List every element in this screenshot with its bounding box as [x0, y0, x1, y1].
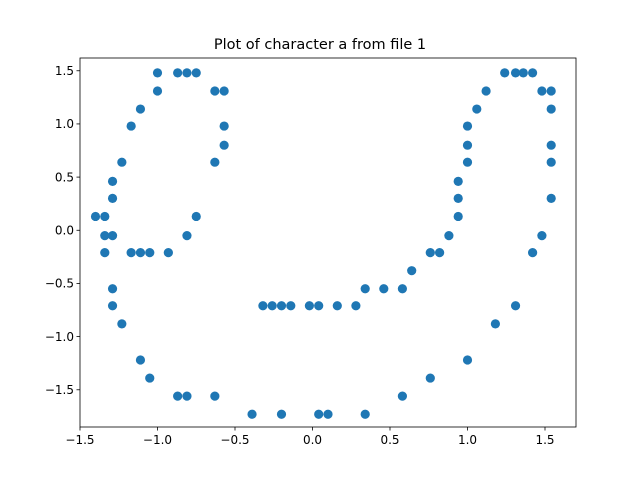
data-point: [107, 176, 118, 186]
data-point: [107, 230, 118, 241]
data-point: [444, 230, 454, 241]
data-point: [152, 86, 163, 96]
data-point: [276, 301, 287, 311]
data-point: [453, 193, 463, 203]
data-point: [323, 409, 333, 419]
y-tick-label: 1.0: [55, 117, 74, 131]
data-point: [500, 68, 510, 78]
data-point: [135, 248, 146, 258]
data-point: [145, 248, 155, 258]
data-point: [163, 248, 173, 258]
data-point: [173, 391, 183, 401]
x-tick-label: −1.0: [143, 433, 172, 447]
data-point: [126, 248, 136, 258]
data-point: [276, 409, 287, 419]
data-point: [546, 140, 556, 150]
data-point: [528, 68, 538, 78]
data-point: [135, 355, 146, 365]
data-point: [537, 230, 547, 241]
data-point: [182, 230, 192, 241]
data-point: [360, 409, 370, 419]
data-point: [314, 301, 324, 311]
x-tick-label: −0.5: [220, 433, 249, 447]
data-point: [397, 284, 407, 294]
data-point: [210, 86, 220, 96]
x-tick-label: 0.5: [380, 433, 399, 447]
data-point: [546, 104, 556, 114]
data-point: [518, 68, 528, 78]
data-point: [332, 301, 342, 311]
y-tick-label: −1.0: [45, 330, 74, 344]
data-point: [100, 230, 110, 241]
x-tick-label: 1.0: [458, 433, 477, 447]
data-point: [90, 211, 101, 222]
data-point: [462, 355, 473, 365]
data-point: [397, 391, 407, 401]
data-point: [472, 104, 482, 114]
data-point: [351, 301, 361, 311]
data-point: [219, 121, 229, 131]
axes-layer: −1.5 −1.0 −0.5 0.0 0.5 1.0 1.5 −1.5 −1.0 −0.5 0.0 0…: [45, 57, 577, 447]
data-point: [152, 68, 163, 78]
points-layer: [90, 68, 556, 419]
x-tick-label: 1.5: [535, 433, 554, 447]
data-point: [191, 211, 201, 222]
data-point: [135, 104, 146, 114]
data-point: [286, 301, 296, 311]
data-point: [117, 319, 127, 329]
data-point: [210, 391, 220, 401]
data-point: [407, 266, 417, 276]
data-point: [379, 284, 389, 294]
data-point: [107, 301, 118, 311]
data-point: [107, 284, 118, 294]
data-point: [453, 211, 463, 222]
data-point: [425, 248, 435, 258]
data-point: [267, 301, 277, 311]
x-tick-label: −1.5: [65, 433, 94, 447]
data-point: [191, 68, 201, 78]
data-point: [425, 373, 435, 383]
data-point: [490, 319, 500, 329]
data-point: [360, 284, 370, 294]
data-point: [462, 157, 473, 167]
data-point: [546, 157, 556, 167]
data-point: [462, 140, 473, 150]
data-point: [528, 248, 538, 258]
data-point: [182, 68, 192, 78]
data-point: [247, 409, 257, 419]
data-point: [462, 121, 473, 131]
data-point: [314, 409, 324, 419]
data-point: [258, 301, 268, 311]
data-point: [304, 301, 314, 311]
data-point: [481, 86, 491, 96]
data-point: [100, 248, 110, 258]
data-point: [219, 140, 229, 150]
data-point: [145, 373, 155, 383]
data-point: [546, 86, 556, 96]
data-point: [182, 391, 192, 401]
data-point: [219, 86, 229, 96]
data-point: [435, 248, 445, 258]
data-point: [117, 157, 127, 167]
y-tick-label: 0.0: [55, 224, 74, 238]
data-point: [126, 121, 136, 131]
data-point: [173, 68, 183, 78]
data-point: [210, 157, 220, 167]
x-tick-label: 0.0: [303, 433, 322, 447]
y-tick-label: −0.5: [45, 277, 74, 291]
data-point: [510, 301, 521, 311]
data-point: [546, 193, 556, 203]
y-tick-label: 0.5: [55, 170, 74, 184]
plot-frame: [79, 57, 577, 428]
data-point: [107, 193, 118, 203]
data-point: [453, 176, 463, 186]
data-point: [537, 86, 547, 96]
data-point: [510, 68, 521, 78]
y-tick-label: −1.5: [45, 383, 74, 397]
data-point: [100, 211, 110, 222]
y-tick-label: 1.5: [55, 64, 74, 78]
chart-title: Plot of character a from file 1: [214, 37, 426, 53]
